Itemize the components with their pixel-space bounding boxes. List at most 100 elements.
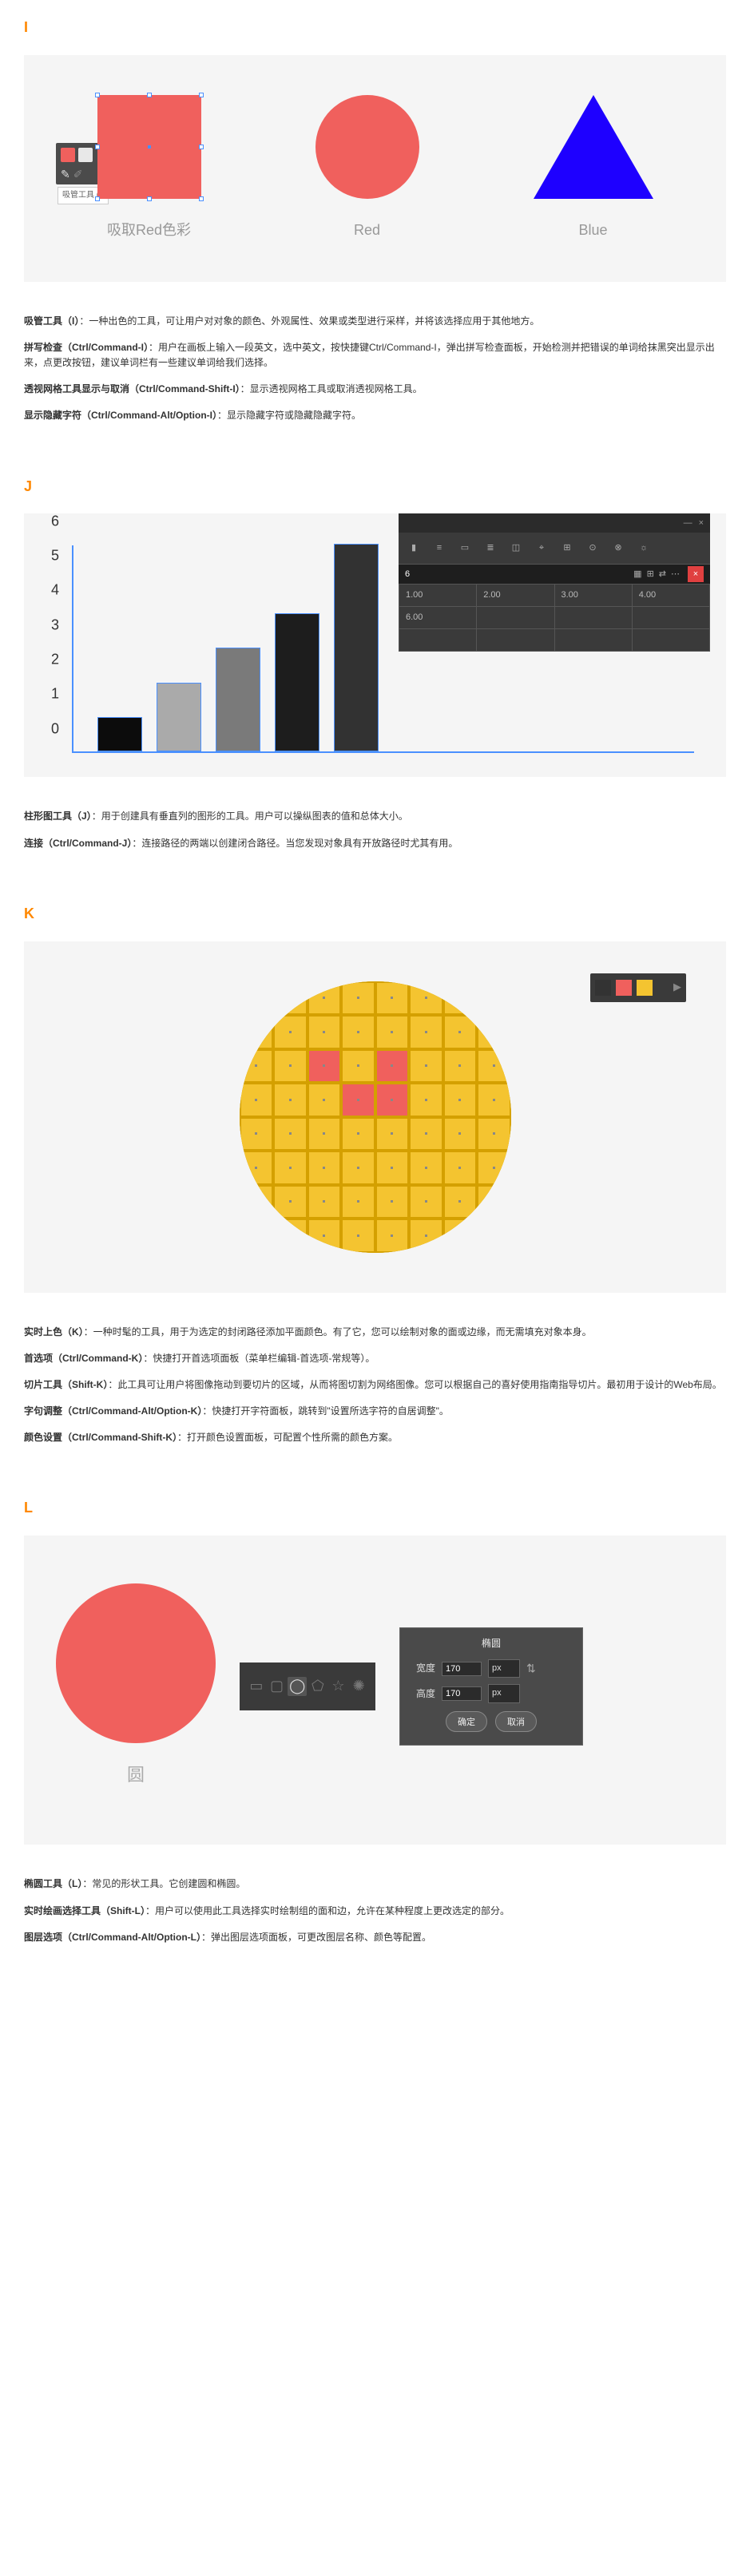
livepaint-cell[interactable] — [273, 1083, 308, 1117]
width-input[interactable] — [442, 1662, 482, 1676]
livepaint-cell[interactable] — [341, 981, 375, 1016]
preset-rect-icon[interactable]: ▭ — [247, 1674, 266, 1698]
chart-type-icon[interactable]: ≡ — [432, 541, 446, 556]
preset-polygon-icon[interactable]: ⬠ — [308, 1674, 327, 1698]
livepaint-cell[interactable] — [240, 1117, 274, 1151]
data-cell[interactable] — [477, 629, 554, 652]
livepaint-cell[interactable] — [240, 1015, 274, 1049]
livepaint-cell[interactable] — [375, 1015, 410, 1049]
palette-swatch[interactable] — [595, 980, 611, 996]
panel-close-icon[interactable]: × — [688, 566, 704, 582]
livepaint-panel[interactable]: ▶ — [590, 973, 686, 1002]
data-cell[interactable] — [399, 629, 477, 652]
livepaint-cell[interactable] — [308, 1151, 342, 1185]
livepaint-cell[interactable] — [409, 1083, 443, 1117]
livepaint-cell[interactable] — [240, 1049, 274, 1084]
livepaint-cell[interactable] — [308, 1049, 342, 1084]
data-cell[interactable] — [632, 607, 709, 629]
livepaint-cell[interactable] — [308, 1083, 342, 1117]
chart-type-icon[interactable]: ⌖ — [534, 541, 549, 556]
chart-bar[interactable] — [157, 683, 201, 752]
grid-icon-2[interactable]: ⊞ — [647, 568, 654, 582]
column-chart[interactable]: — × ▮≡▭≣◫⌖⊞⊙⊗☼ 6 ▦ ⊞ ⇄ ⋯ × 1.002.003.004… — [72, 545, 694, 753]
livepaint-cell[interactable] — [240, 1151, 274, 1185]
circle-shape[interactable] — [315, 95, 419, 199]
livepaint-cell[interactable] — [341, 1117, 375, 1151]
grid-icon[interactable]: ▦ — [633, 568, 641, 582]
livepaint-cell[interactable] — [477, 981, 511, 1016]
livepaint-cell[interactable] — [409, 1151, 443, 1185]
ellipse-shape[interactable] — [56, 1583, 216, 1743]
triangle-shape[interactable] — [534, 95, 653, 199]
livepaint-cell[interactable] — [308, 1117, 342, 1151]
livepaint-cell[interactable] — [477, 1151, 511, 1185]
square-shape[interactable] — [97, 95, 201, 199]
chart-type-icon[interactable]: ⊙ — [585, 541, 600, 556]
livepaint-cell[interactable] — [443, 1151, 478, 1185]
data-cell[interactable]: 3.00 — [554, 585, 632, 607]
data-cell[interactable]: 2.00 — [477, 585, 554, 607]
eyedropper-icon-2[interactable]: ✐ — [73, 165, 83, 183]
shape-presets-panel[interactable]: ▭ ▢ ◯ ⬠ ☆ ✺ — [240, 1663, 375, 1710]
livepaint-cell[interactable] — [273, 1219, 308, 1253]
palette-swatch[interactable] — [637, 980, 653, 996]
livepaint-cell[interactable] — [443, 1015, 478, 1049]
data-cell[interactable] — [632, 629, 709, 652]
swatch-red[interactable] — [61, 148, 75, 162]
livepaint-cell[interactable] — [240, 1083, 274, 1117]
chart-type-icon[interactable]: ▭ — [458, 541, 472, 556]
livepaint-cell[interactable] — [409, 1049, 443, 1084]
livepaint-cell[interactable] — [477, 1083, 511, 1117]
livepaint-cell[interactable] — [443, 1219, 478, 1253]
livepaint-cell[interactable] — [443, 1049, 478, 1084]
livepaint-cell[interactable] — [308, 981, 342, 1016]
livepaint-cell[interactable] — [273, 1049, 308, 1084]
livepaint-cell[interactable] — [375, 1117, 410, 1151]
chart-bar[interactable] — [334, 544, 379, 751]
livepaint-cell[interactable] — [240, 1219, 274, 1253]
livepaint-cell[interactable] — [409, 1015, 443, 1049]
livepaint-cell[interactable] — [240, 1185, 274, 1219]
livepaint-cell[interactable] — [409, 1185, 443, 1219]
livepaint-cell[interactable] — [341, 1049, 375, 1084]
livepaint-cell[interactable] — [443, 1117, 478, 1151]
livepaint-cell[interactable] — [341, 1185, 375, 1219]
chart-type-icon[interactable]: ◫ — [509, 541, 523, 556]
chart-type-icon[interactable]: ☼ — [637, 541, 651, 556]
eyedropper-icon[interactable]: ✎ — [61, 165, 70, 183]
preset-roundrect-icon[interactable]: ▢ — [267, 1674, 286, 1698]
livepaint-cell[interactable] — [308, 1185, 342, 1219]
livepaint-cell[interactable] — [375, 1219, 410, 1253]
livepaint-cell[interactable] — [341, 1015, 375, 1049]
more-icon[interactable]: ⋯ — [671, 568, 680, 582]
swap-icon[interactable]: ⇄ — [659, 568, 666, 582]
livepaint-cell[interactable] — [443, 1083, 478, 1117]
chart-bar[interactable] — [216, 648, 260, 751]
expand-icon[interactable]: ▶ — [673, 979, 681, 996]
preset-flare-icon[interactable]: ✺ — [349, 1674, 368, 1698]
swatch-white[interactable] — [78, 148, 93, 162]
preset-ellipse-icon[interactable]: ◯ — [288, 1677, 307, 1696]
data-cell[interactable]: 1.00 — [399, 585, 477, 607]
livepaint-cell[interactable] — [273, 1015, 308, 1049]
livepaint-cell[interactable] — [375, 1151, 410, 1185]
livepaint-cell[interactable] — [375, 981, 410, 1016]
livepaint-cell[interactable] — [273, 1117, 308, 1151]
ellipse-dialog[interactable]: 椭圆 宽度 px ⇅ 高度 px 确定 取消 — [399, 1627, 583, 1746]
livepaint-cell[interactable] — [477, 1049, 511, 1084]
livepaint-circle[interactable] — [240, 981, 511, 1253]
livepaint-cell[interactable] — [443, 981, 478, 1016]
data-cell[interactable] — [554, 607, 632, 629]
livepaint-cell[interactable] — [308, 1219, 342, 1253]
livepaint-cell[interactable] — [240, 981, 274, 1016]
livepaint-cell[interactable] — [273, 981, 308, 1016]
livepaint-cell[interactable] — [308, 1015, 342, 1049]
link-icon[interactable]: ⇅ — [526, 1659, 536, 1677]
livepaint-cell[interactable] — [375, 1083, 410, 1117]
livepaint-cell[interactable] — [273, 1185, 308, 1219]
chart-bar[interactable] — [97, 717, 142, 751]
livepaint-cell[interactable] — [477, 1117, 511, 1151]
livepaint-cell[interactable] — [341, 1151, 375, 1185]
livepaint-cell[interactable] — [375, 1185, 410, 1219]
data-cell[interactable] — [477, 607, 554, 629]
